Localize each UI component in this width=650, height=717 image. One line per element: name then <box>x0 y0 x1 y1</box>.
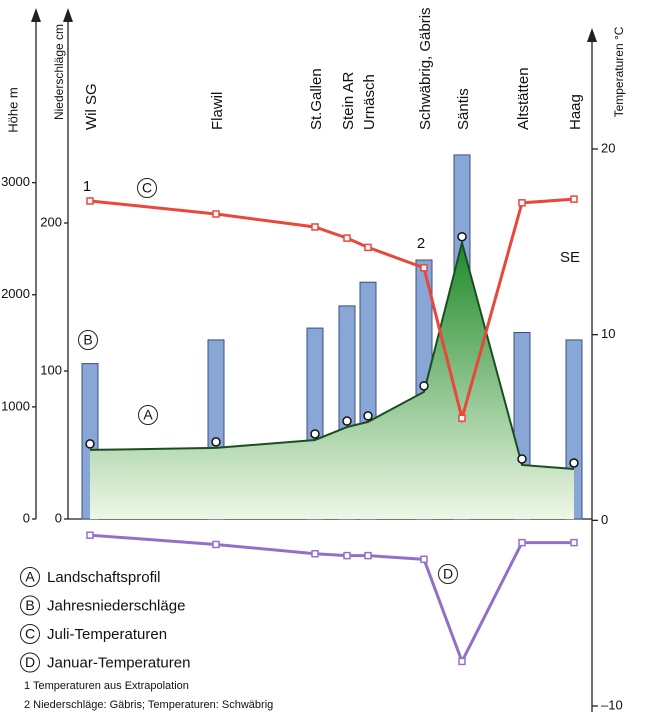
y3-tick-label: 1000 <box>1 398 30 413</box>
station-point <box>570 459 578 467</box>
y3-tick-label: 0 <box>23 510 30 525</box>
arrow <box>587 28 597 42</box>
symbol: C <box>142 180 152 196</box>
point <box>344 553 350 559</box>
y2-tick-label: 10 <box>601 326 615 341</box>
station-label: Stein AR <box>340 71 357 130</box>
y-axis-title: Niederschläge cm <box>52 24 66 120</box>
symbol: A <box>143 407 153 423</box>
station-label: Säntis <box>455 88 472 130</box>
point <box>421 556 427 562</box>
symbol: B <box>83 332 92 348</box>
arrow <box>63 8 73 22</box>
station-point <box>420 382 428 390</box>
symbol: D <box>443 566 453 582</box>
station-label: Haag <box>567 94 584 130</box>
y3-axis-title: Höhe m <box>5 87 20 133</box>
point <box>519 200 525 206</box>
point <box>312 551 318 557</box>
footnote: 1 Temperaturen aus Extrapolation <box>24 680 189 692</box>
y2-tick-label: 0 <box>601 512 608 527</box>
station-point <box>86 440 94 448</box>
y-tick-label: 100 <box>40 362 62 377</box>
arrow <box>31 8 41 22</box>
point <box>87 532 93 538</box>
y2-tick-label: 20 <box>601 140 615 155</box>
station-point <box>343 417 351 425</box>
station-point <box>364 412 372 420</box>
station-label: Wil SG <box>83 83 100 130</box>
point <box>365 244 371 250</box>
annotation: SE <box>560 249 580 266</box>
legend-symbol: B <box>25 597 34 613</box>
point <box>459 658 465 664</box>
y2-axis-title: Temperaturen °C <box>612 26 626 117</box>
point <box>365 553 371 559</box>
station-label: St.Gallen <box>308 68 325 130</box>
legend-label: Jahresniederschläge <box>47 597 185 614</box>
legend-label: Juli-Temperaturen <box>47 626 167 643</box>
point <box>312 224 318 230</box>
point <box>87 198 93 204</box>
y-tick-label: 200 <box>40 214 62 229</box>
point <box>571 196 577 202</box>
legend-symbol: C <box>25 626 35 642</box>
footnote: 2 Niederschläge: Gäbris; Temperaturen: S… <box>24 699 273 711</box>
point <box>213 211 219 217</box>
y3-tick-label: 2000 <box>1 286 30 301</box>
station-point <box>212 438 220 446</box>
station-point <box>518 455 526 463</box>
station-point <box>458 233 466 241</box>
station-label: Schwäbrig, Gäbris <box>417 7 434 130</box>
point <box>519 540 525 546</box>
annotation: 2 <box>417 235 425 252</box>
legend-label: Januar-Temperaturen <box>47 654 190 671</box>
profile-area <box>90 243 574 519</box>
annotation: 1 <box>83 178 91 195</box>
point <box>213 541 219 547</box>
station-label: Altstätten <box>515 67 532 130</box>
point <box>459 415 465 421</box>
legend-label: Landschaftsprofil <box>47 569 160 586</box>
station-label: Flawil <box>209 92 226 130</box>
legend-symbol: D <box>25 654 35 670</box>
station-label: Urnäsch <box>361 74 378 130</box>
legend-symbol: A <box>25 569 35 585</box>
y-tick-label: 0 <box>55 510 62 525</box>
station-point <box>311 430 319 438</box>
chart: Höhe m Niederschläge cm Temperaturen °C … <box>0 0 650 717</box>
y3-tick-label: 3000 <box>1 174 30 189</box>
point <box>421 265 427 271</box>
y2-tick-label: –10 <box>601 697 623 712</box>
point <box>344 235 350 241</box>
point <box>571 540 577 546</box>
